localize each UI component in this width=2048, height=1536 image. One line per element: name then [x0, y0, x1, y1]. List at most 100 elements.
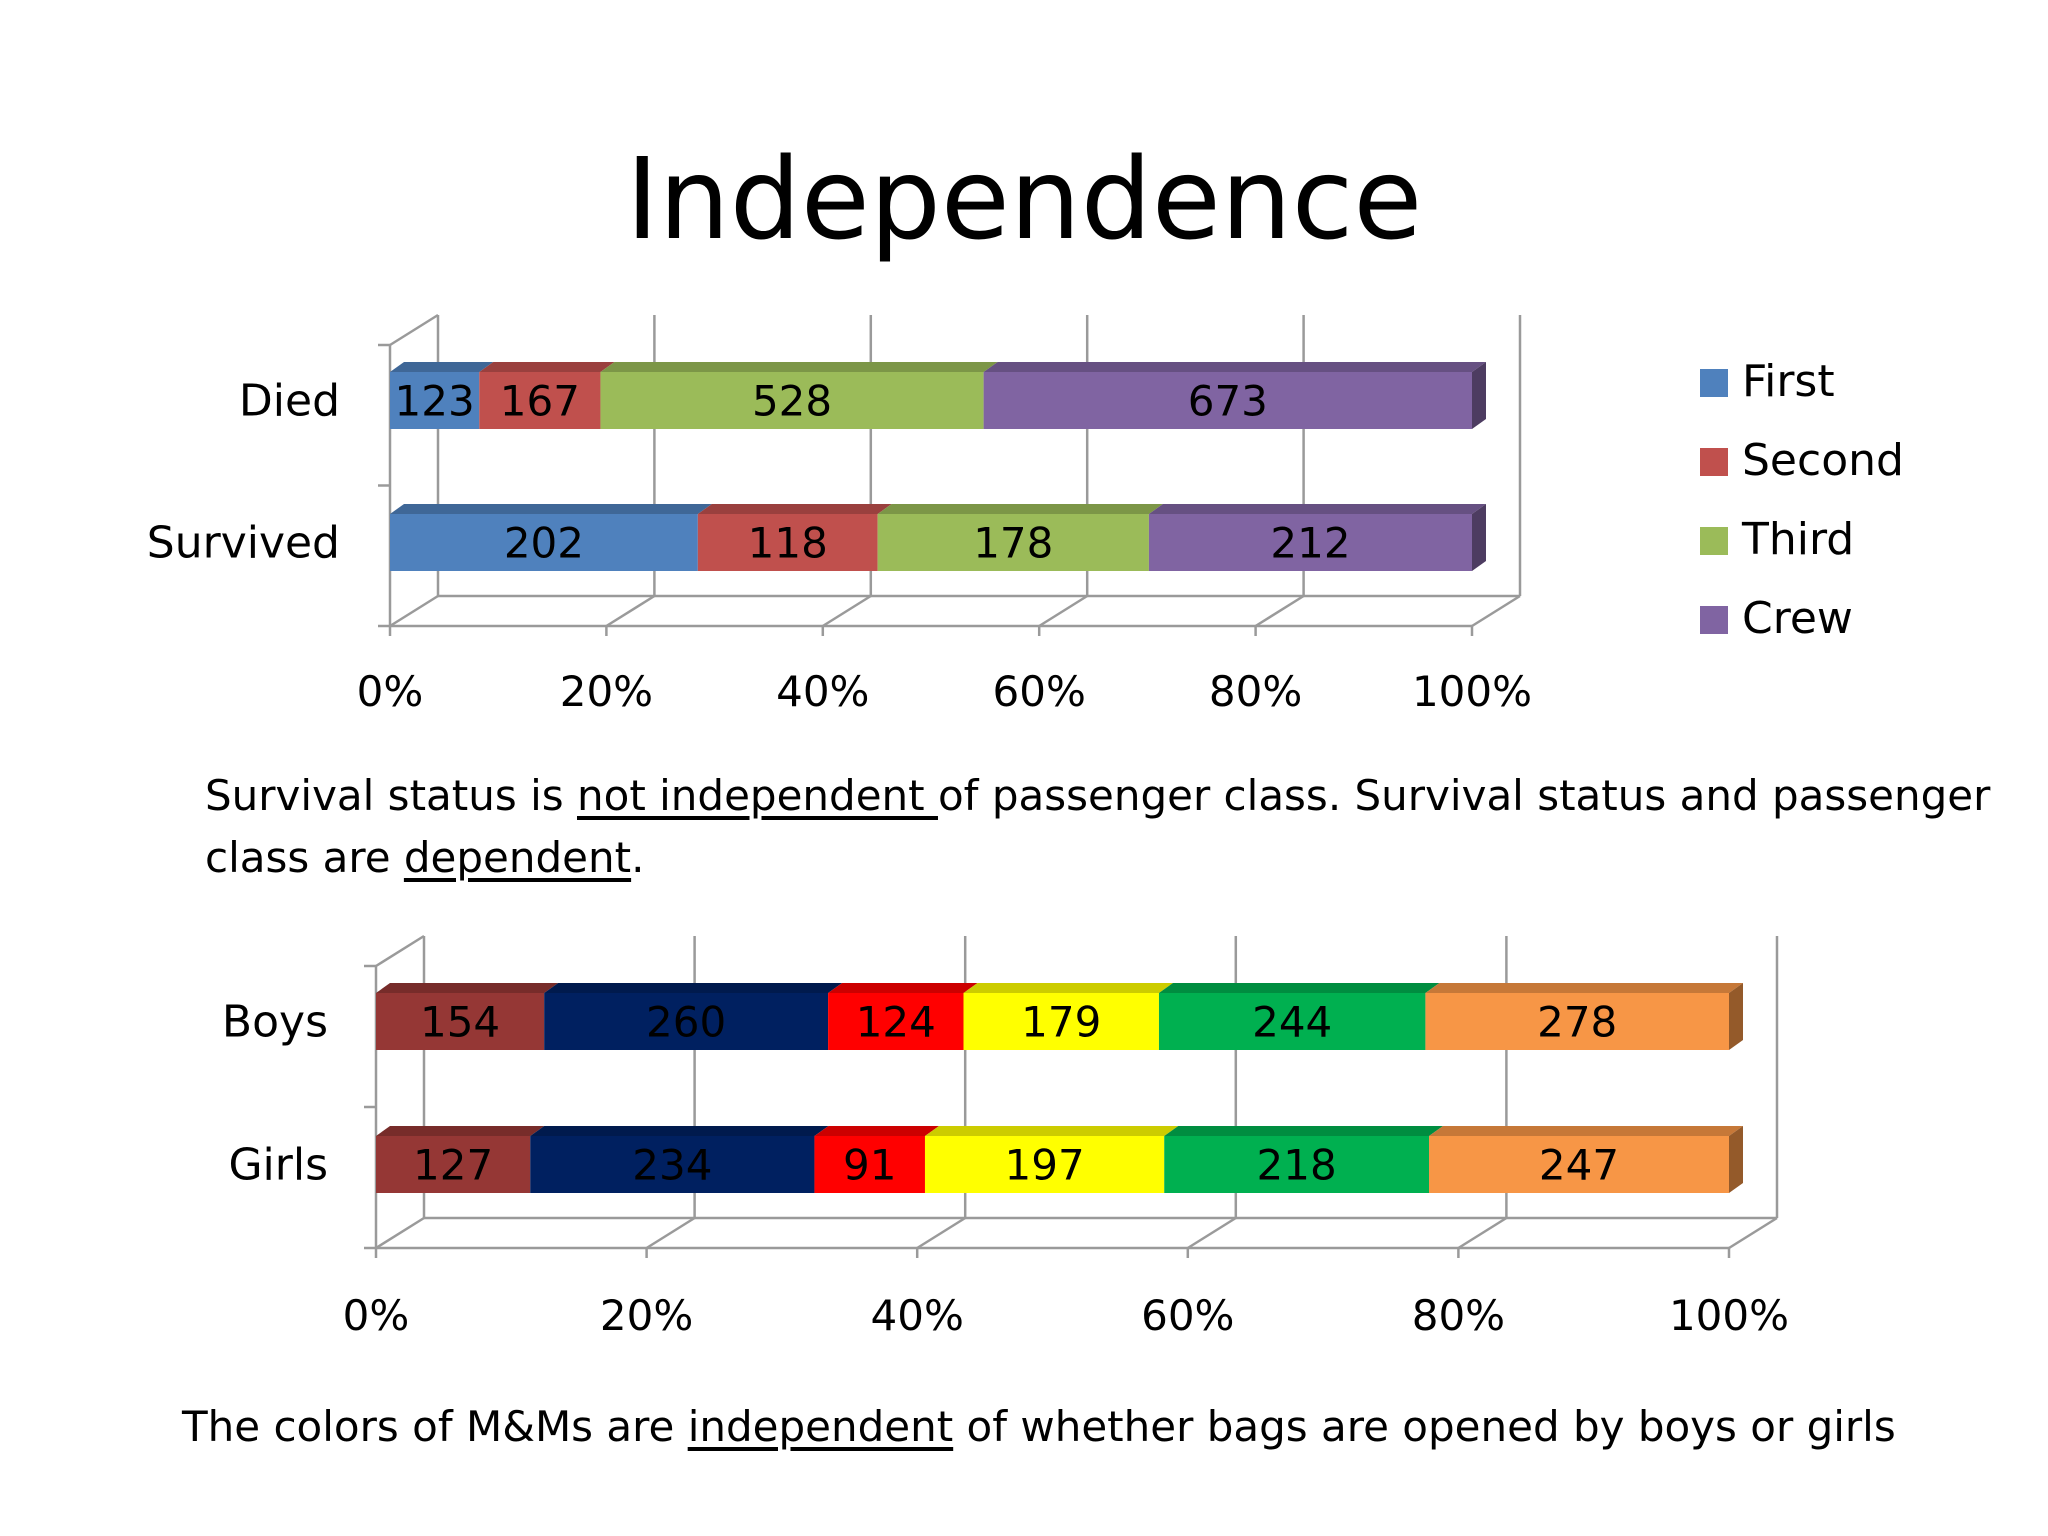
caption-mm-underline1: independent [687, 1402, 954, 1451]
floor-line [1038, 594, 1088, 628]
data-label: 247 [1539, 1141, 1619, 1190]
category-label: Survived [147, 518, 340, 569]
caption-mm: The colors of M&Ms are independent of wh… [182, 1396, 2032, 1458]
bar-segment-top [1158, 983, 1440, 993]
data-label: 123 [395, 377, 475, 426]
bar-segment [1148, 514, 1472, 571]
bar-segment-top [390, 362, 494, 372]
tick-label: 20% [560, 667, 653, 716]
legend-swatch-crew [1700, 606, 1728, 634]
bar-segment [376, 993, 545, 1050]
legend-label-third: Third [1741, 514, 1854, 565]
tick-label: 0% [343, 1291, 410, 1340]
data-label: 154 [420, 998, 500, 1047]
bar-segment [390, 514, 698, 571]
floor-line [605, 594, 656, 628]
floor-line [916, 1216, 966, 1250]
bar-segment-top [544, 983, 843, 993]
tick-label: 0% [357, 667, 424, 716]
bar-segment [963, 993, 1159, 1050]
floor-line [822, 594, 872, 628]
bar-segment-top [877, 504, 1163, 514]
tick-label: 80% [1412, 1291, 1505, 1340]
data-label: 260 [646, 998, 726, 1047]
data-label: 127 [413, 1141, 493, 1190]
floor-line [1254, 594, 1305, 628]
bar-segment-top [963, 983, 1173, 993]
side-wall-edge [375, 934, 425, 968]
data-label: 179 [1021, 998, 1101, 1047]
caption-mm-part1: The colors of M&Ms are [182, 1402, 688, 1451]
bar-segment-top [828, 983, 978, 993]
tick-label: 100% [1412, 667, 1532, 716]
data-label: 244 [1252, 998, 1332, 1047]
data-label: 218 [1257, 1141, 1337, 1190]
category-label: Boys [222, 997, 328, 1048]
bar-segment-end [1472, 504, 1486, 571]
floor-line [1471, 594, 1521, 628]
bar-segment [376, 1136, 531, 1193]
bar-segment-top [600, 362, 998, 372]
bar-segment [544, 993, 829, 1050]
tick-label: 60% [1141, 1291, 1234, 1340]
data-label: 124 [856, 998, 936, 1047]
bar-segment [530, 1136, 815, 1193]
tick-label: 40% [871, 1291, 964, 1340]
caption-survival-part1: Survival status is [205, 771, 577, 820]
page-title: Independence [625, 135, 1423, 265]
bar-segment-top [390, 504, 712, 514]
bar-segment-top [1148, 504, 1486, 514]
bar-segment [1425, 993, 1729, 1050]
caption-survival: Survival status is not independent of pa… [205, 765, 2005, 889]
bar-segment [924, 1136, 1165, 1193]
category-label: Died [239, 376, 340, 427]
bar-segment-end [1472, 362, 1486, 429]
legend-label-crew: Crew [1742, 593, 1853, 644]
bar-segment [600, 372, 984, 429]
bar-segment-top [1425, 983, 1743, 993]
caption-survival-underline1: not independent [577, 771, 938, 820]
data-label: 212 [1270, 519, 1350, 568]
data-label: 118 [748, 519, 828, 568]
chart-mm-colors: 154 260 124 179 244 278 Boys 127 234 91 197 218 247 G… [222, 934, 1789, 1340]
floor-line [1187, 1216, 1237, 1250]
bar-segment [479, 372, 601, 429]
caption-mm-part2: of whether bags are opened by boys or gi… [953, 1402, 1896, 1451]
floor-line [645, 1216, 696, 1250]
bar-segment [1429, 1136, 1729, 1193]
floor-line [375, 1216, 425, 1250]
data-label: 673 [1188, 377, 1268, 426]
tick-label: 100% [1669, 1291, 1789, 1340]
bar-segment [828, 993, 964, 1050]
bar-segment-top [1429, 1126, 1743, 1136]
bar-segment-top [376, 1126, 545, 1136]
data-label: 528 [752, 377, 832, 426]
tick-label: 60% [993, 667, 1086, 716]
bar-segment-top [924, 1126, 1179, 1136]
bar-segment [983, 372, 1472, 429]
floor-line [1728, 1216, 1778, 1250]
bar-segment [697, 514, 878, 571]
legend-label-first: First [1742, 356, 1835, 407]
data-label: 178 [973, 519, 1053, 568]
data-label: 167 [500, 377, 580, 426]
bar-segment [877, 514, 1149, 571]
tick-label: 20% [600, 1291, 693, 1340]
bar-segment-top [530, 1126, 829, 1136]
chart-titanic-survival: 123 167 528 673 Died 202 118 178 212 Survived 0% 20… [147, 313, 1904, 716]
data-label: 91 [843, 1141, 896, 1190]
caption-survival-part3: . [631, 833, 645, 882]
floor-line [1457, 1216, 1508, 1250]
data-label: 202 [504, 519, 584, 568]
bar-segment-top [1164, 1126, 1444, 1136]
caption-survival-part2: of passenger class. Survival status and … [205, 771, 1991, 882]
floor-line [389, 594, 439, 628]
legend-swatch-second [1700, 448, 1728, 476]
bar-segment-top [983, 362, 1486, 372]
tick-label: 40% [776, 667, 869, 716]
bar-segment [390, 372, 480, 429]
data-label: 278 [1537, 998, 1617, 1047]
caption-survival-underline2: dependent [403, 833, 632, 882]
bar-segment [814, 1136, 925, 1193]
